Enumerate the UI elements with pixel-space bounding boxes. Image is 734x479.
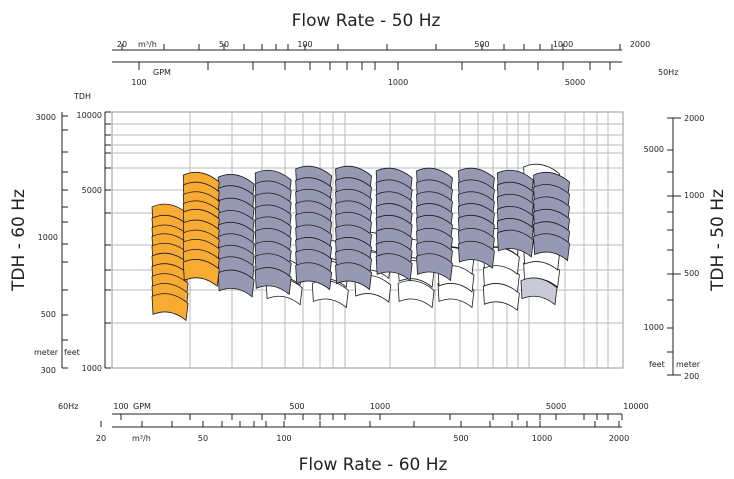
top-m3h-axis: m³/h 20 50 100 500 1000 2000 xyxy=(112,40,650,51)
right-feet-tick-label: 1000 xyxy=(644,323,664,332)
right-meter-tick-label: 200 xyxy=(684,372,699,381)
pump-tile-purple xyxy=(375,253,413,282)
top-gpm-axis: GPM 100 1000 5000 50Hz xyxy=(112,61,678,87)
hz60-label: 60Hz xyxy=(58,402,78,411)
right-unit-feet: feet xyxy=(649,360,665,369)
pump-tiles xyxy=(151,163,570,322)
right-axes: 2000 1000 500 200 5000 1000 feet meter xyxy=(644,114,705,381)
title-top: Flow Rate - 50 Hz xyxy=(292,11,441,31)
bottom-gpm-axis: 60Hz GPM 100 500 1000 5000 10000 xyxy=(58,402,649,415)
pump-tile-orange xyxy=(182,259,220,288)
bottom-m3h-tick-label: 1000 xyxy=(532,434,552,443)
unit-gpm-bottom: GPM xyxy=(133,402,151,411)
unit-gpm-top: GPM xyxy=(153,68,171,77)
top-gpm-tick-label: 100 xyxy=(131,78,146,87)
pump-tile-purple xyxy=(533,233,570,262)
right-meter-tick-label: 2000 xyxy=(684,114,704,123)
bottom-gpm-tick-label: 500 xyxy=(289,402,304,411)
unit-m3h-bottom: m³/h xyxy=(132,434,151,443)
pump-tile-purple xyxy=(335,262,372,291)
bottom-m3h-tick-label: 50 xyxy=(198,434,208,443)
unit-m3h-top: m³/h xyxy=(138,40,157,49)
bottom-gpm-tick-label: 1000 xyxy=(370,402,390,411)
left-feet-tick-label: 3000 xyxy=(36,113,56,122)
bottom-gpm-tick-label: 5000 xyxy=(546,402,566,411)
pump-tile-purple xyxy=(496,229,534,258)
ylabel-right: TDH - 50 Hz xyxy=(708,189,728,292)
bottom-m3h-tick-label: 20 xyxy=(96,434,106,443)
top-gpm-tick-label: 5000 xyxy=(565,78,585,87)
left-meter-tick-label: 5000 xyxy=(82,186,102,195)
bottom-gpm-tick-label: 100 xyxy=(113,402,128,411)
pump-tile-purple xyxy=(217,269,255,298)
hz50-label: 50Hz xyxy=(658,68,678,77)
bottom-m3h-tick-label: 500 xyxy=(453,434,468,443)
pump-tile-light-grey xyxy=(520,277,558,306)
bottom-m3h-tick-label: 2000 xyxy=(609,434,629,443)
top-gpm-tick-label: 1000 xyxy=(388,78,408,87)
pump-tile-purple xyxy=(416,253,453,282)
bottom-m3h-tick-label: 100 xyxy=(276,434,291,443)
title-bottom: Flow Rate - 60 Hz xyxy=(299,455,448,475)
bottom-m3h-axis: m³/h 20 50 100 500 1000 2000 xyxy=(96,426,629,443)
right-meter-tick-label: 1000 xyxy=(684,191,704,200)
left-feet-tick-label: 300 xyxy=(41,366,56,375)
plot-area xyxy=(111,111,624,369)
axis-ticks xyxy=(62,44,681,427)
right-feet-tick-label: 5000 xyxy=(644,145,664,154)
pump-tile-purple xyxy=(254,267,292,296)
left-unit-feet: feet xyxy=(64,348,80,357)
left-meter-tick-label: 1000 xyxy=(82,364,102,373)
left-unit-meter: meter xyxy=(34,348,59,357)
pump-tile-purple xyxy=(295,262,333,291)
bottom-gpm-tick-label: 10000 xyxy=(623,402,648,411)
top-m3h-tick-label: 2000 xyxy=(630,40,650,49)
ylabel-left: TDH - 60 Hz xyxy=(9,189,29,292)
left-feet-tick-label: 1000 xyxy=(38,233,58,242)
left-axis-caption: TDH xyxy=(73,92,91,101)
right-meter-tick-label: 500 xyxy=(684,269,699,278)
pump-tile-orange xyxy=(151,293,189,322)
left-meter-tick-label: 10000 xyxy=(77,111,102,120)
pump-tile-purple xyxy=(457,240,495,269)
left-feet-tick-label: 500 xyxy=(41,310,56,319)
right-unit-meter: meter xyxy=(676,360,701,369)
left-axes: TDH 10000 5000 1000 3000 1000 500 300 me… xyxy=(34,92,106,375)
